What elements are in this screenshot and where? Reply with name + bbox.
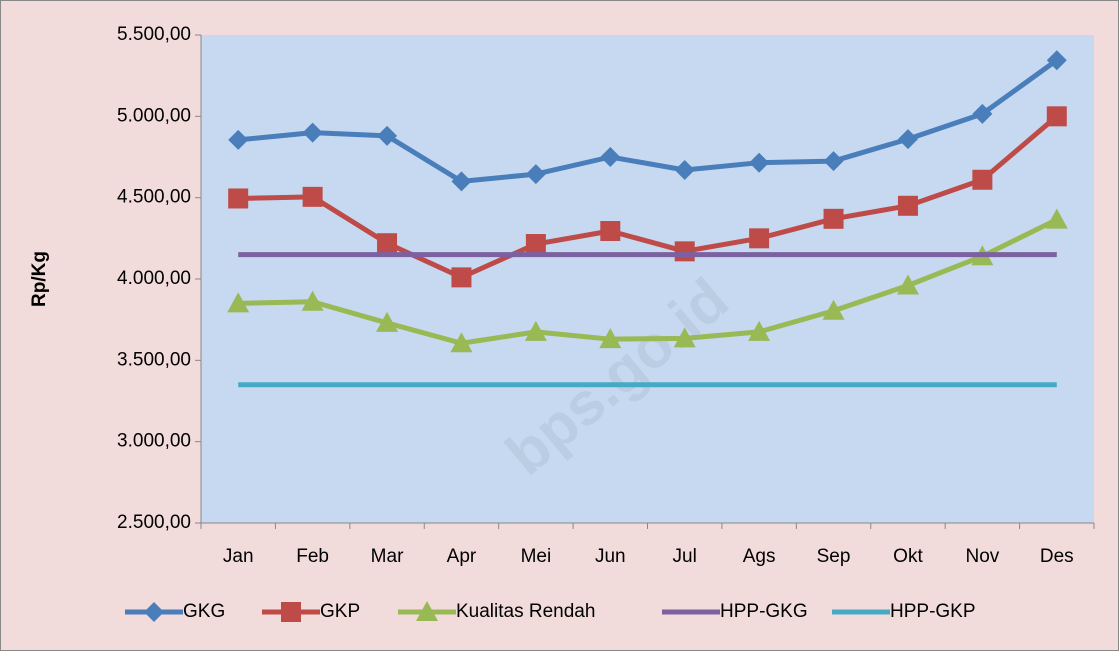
marker — [450, 332, 473, 353]
x-tick-label: Mar — [371, 546, 404, 567]
series-line — [238, 217, 1058, 346]
marker — [673, 327, 696, 348]
legend-label: HPP-GKP — [890, 601, 976, 622]
marker — [674, 160, 695, 181]
plot-area — [201, 35, 1094, 523]
x-tick-label: Feb — [296, 546, 329, 567]
y-tick-label: 4.000,00 — [117, 268, 191, 289]
legend-label: GKG — [183, 601, 225, 622]
legend-label: GKP — [320, 601, 360, 622]
marker — [1046, 50, 1067, 71]
series-line — [237, 58, 1059, 184]
y-tick-label: 4.500,00 — [117, 187, 191, 208]
marker — [822, 299, 845, 320]
x-tick-label: Jul — [673, 546, 697, 567]
marker — [451, 171, 472, 192]
marker — [600, 147, 621, 167]
legend-label: Kualitas Rendah — [456, 601, 595, 622]
x-tick-label: Sep — [817, 546, 851, 567]
marker — [600, 221, 621, 242]
x-tick-label: Mei — [521, 546, 552, 567]
marker — [377, 125, 398, 146]
marker — [897, 129, 918, 150]
marker — [377, 233, 398, 254]
legend-marker — [416, 601, 438, 621]
y-tick-label: 2.500,00 — [117, 512, 191, 533]
marker — [376, 311, 399, 332]
x-tick-label: Jan — [223, 546, 254, 567]
legend-label: HPP-GKG — [720, 601, 808, 622]
y-axis-label: Rp/Kg — [29, 251, 50, 307]
y-tick-label: 3.000,00 — [117, 431, 191, 452]
marker — [302, 122, 323, 143]
legend-marker — [144, 602, 164, 622]
marker — [823, 208, 844, 229]
x-tick-label: Jun — [595, 546, 626, 567]
x-tick-label: Okt — [893, 546, 923, 567]
marker — [896, 274, 919, 295]
marker — [524, 320, 547, 341]
marker — [302, 186, 323, 207]
x-tick-label: Nov — [965, 546, 999, 567]
x-tick-label: Des — [1040, 546, 1074, 567]
legend-marker — [281, 602, 301, 622]
marker — [897, 195, 918, 216]
marker — [674, 241, 695, 262]
marker — [748, 320, 771, 341]
marker — [525, 234, 546, 255]
x-tick-label: Ags — [743, 546, 776, 567]
marker — [525, 164, 546, 185]
marker — [228, 188, 249, 209]
marker — [227, 292, 250, 313]
marker — [228, 129, 249, 150]
y-tick-label: 5.000,00 — [117, 105, 191, 126]
x-tick-label: Apr — [447, 546, 477, 567]
marker — [599, 328, 622, 349]
marker — [972, 103, 993, 124]
marker — [823, 151, 844, 172]
marker — [749, 152, 770, 173]
marker — [1045, 208, 1068, 229]
marker — [972, 169, 993, 190]
y-tick-label: 5.500,00 — [117, 24, 191, 45]
marker — [301, 290, 324, 311]
marker — [1046, 106, 1067, 127]
y-tick-label: 3.500,00 — [117, 349, 191, 370]
marker — [749, 228, 770, 249]
marker — [451, 267, 472, 288]
series-line — [238, 114, 1059, 280]
